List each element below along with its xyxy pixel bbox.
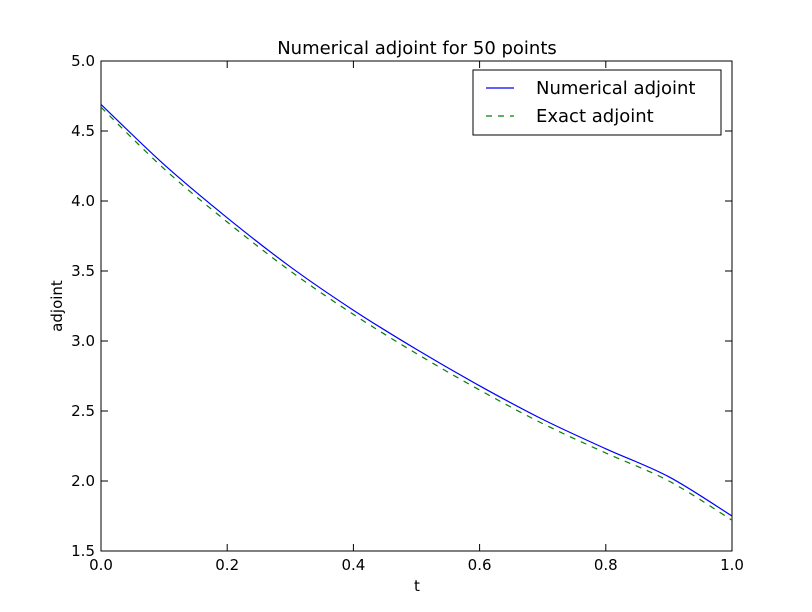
legend: Numerical adjoint Exact adjoint bbox=[472, 69, 722, 136]
y-tick-label: 2.0 bbox=[71, 472, 95, 490]
x-tick-label: 0.4 bbox=[341, 556, 365, 574]
x-tick-label: 1.0 bbox=[720, 556, 744, 574]
legend-frame bbox=[472, 69, 722, 136]
series-layer bbox=[100, 103, 733, 521]
y-tick-label: 3.0 bbox=[71, 332, 95, 350]
x-tick-label: 0.8 bbox=[594, 556, 618, 574]
x-axis-label: t bbox=[414, 577, 420, 595]
x-tick-label: 0.2 bbox=[215, 556, 239, 574]
x-axis-ticks: 0.0 0.2 0.4 0.6 0.8 1.0 bbox=[89, 61, 744, 574]
y-tick-label: 3.5 bbox=[71, 262, 95, 280]
x-tick-label: 0.0 bbox=[89, 556, 113, 574]
legend-label-numerical-adjoint: Numerical adjoint bbox=[536, 78, 695, 99]
series-line-0 bbox=[100, 103, 733, 517]
series-line-1 bbox=[100, 106, 733, 521]
y-tick-label: 2.5 bbox=[71, 402, 95, 420]
y-tick-label: 5.0 bbox=[71, 52, 95, 70]
legend-label-exact-adjoint: Exact adjoint bbox=[536, 106, 654, 127]
plot-area bbox=[100, 60, 733, 552]
y-tick-label: 1.5 bbox=[71, 542, 95, 560]
y-tick-label: 4.5 bbox=[71, 122, 95, 140]
x-tick-label: 0.6 bbox=[468, 556, 492, 574]
y-axis-label: adjoint bbox=[48, 280, 66, 332]
y-axis-ticks: 1.5 2.0 2.5 3.0 3.5 4.0 4.5 5.0 bbox=[71, 52, 732, 560]
chart-title: Numerical adjoint for 50 points bbox=[277, 38, 557, 59]
y-tick-label: 4.0 bbox=[71, 192, 95, 210]
